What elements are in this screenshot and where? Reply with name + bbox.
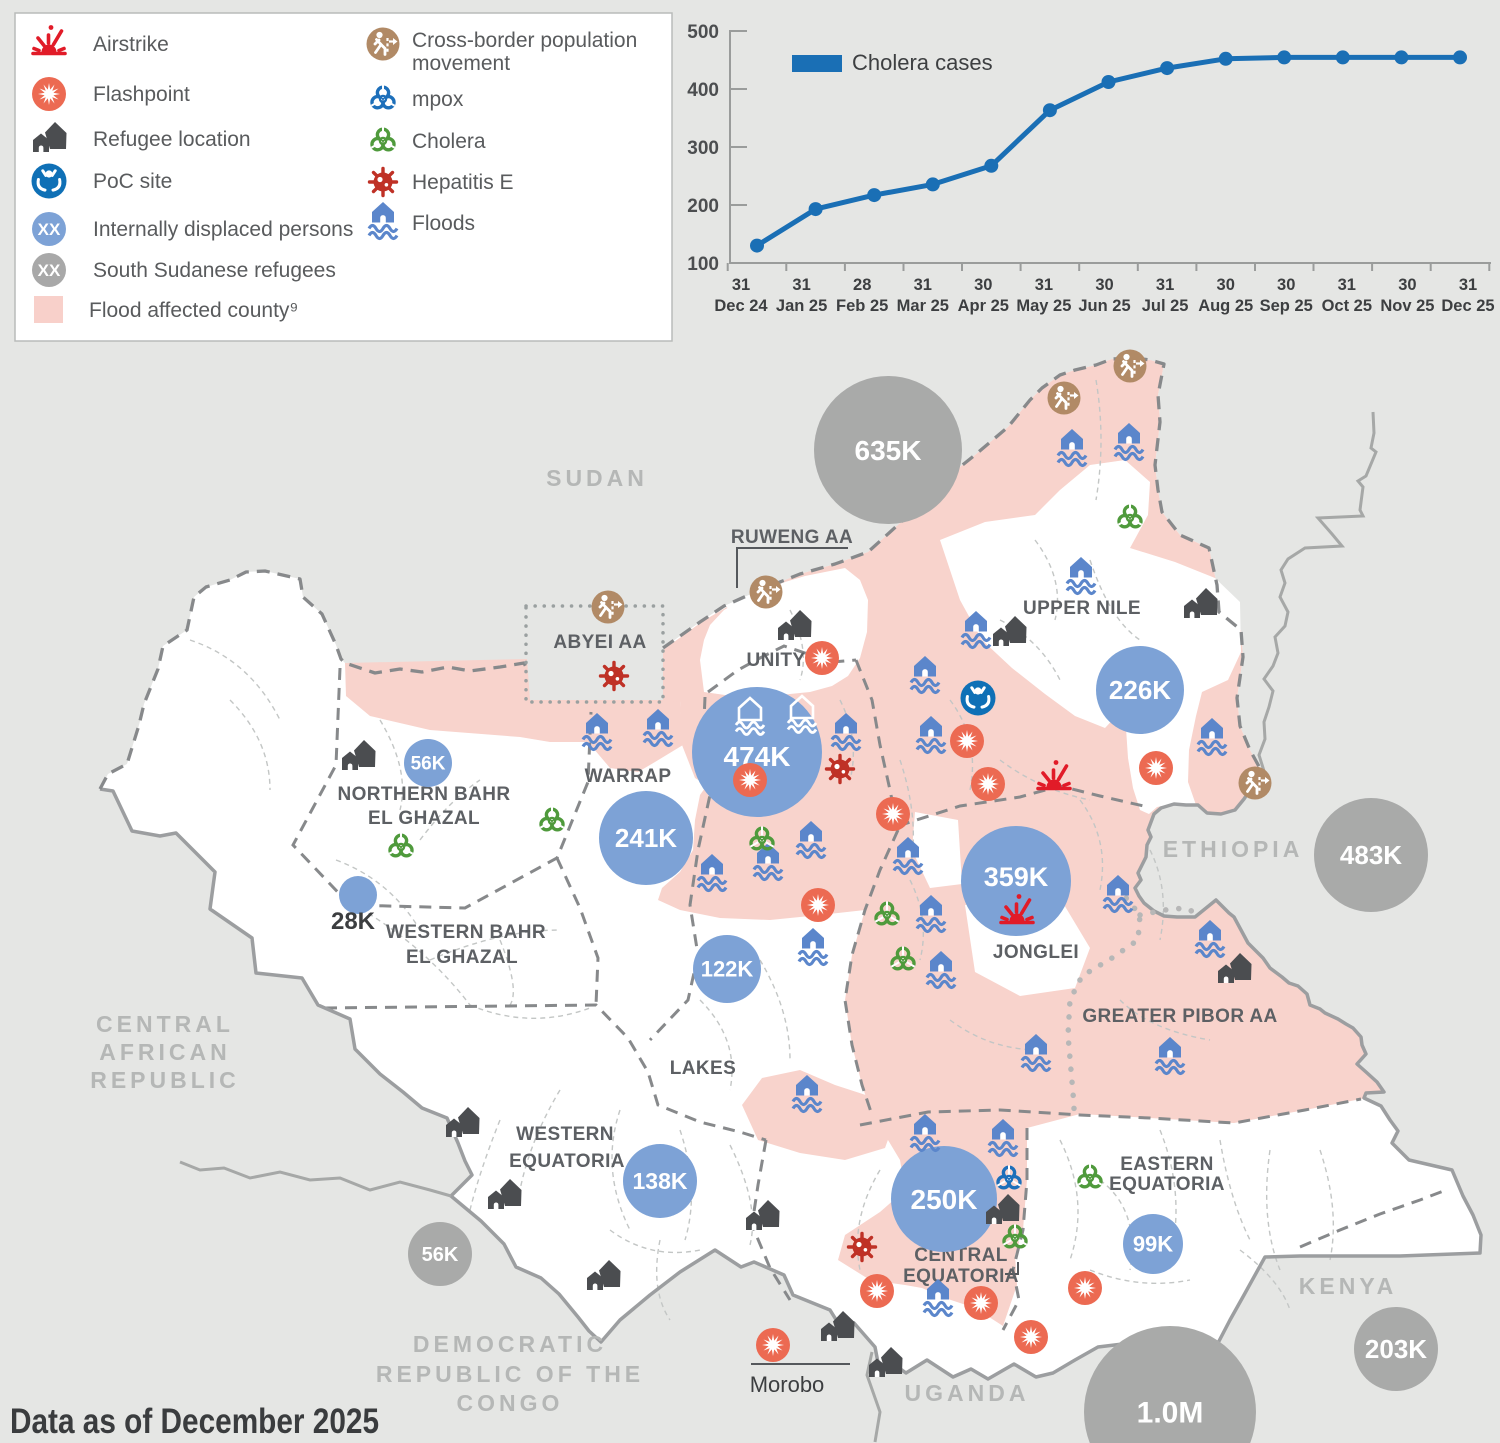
svg-text:250K: 250K [911,1184,978,1215]
svg-text:Mar 25: Mar 25 [897,297,949,315]
svg-text:PoC site: PoC site [93,170,172,193]
svg-text:Refugee location: Refugee location [93,128,251,151]
svg-text:100: 100 [687,254,719,275]
svg-text:Cholera: Cholera [412,130,486,153]
svg-text:300: 300 [687,138,719,159]
svg-text:EQUATORIA: EQUATORIA [903,1266,1019,1287]
svg-text:mpox: mpox [412,88,464,111]
svg-text:EL GHAZAL: EL GHAZAL [368,808,480,829]
svg-text:REPUBLIC: REPUBLIC [90,1067,240,1093]
svg-text:CONGO: CONGO [457,1390,564,1416]
svg-text:122K: 122K [701,957,754,982]
svg-text:Jan 25: Jan 25 [776,297,827,315]
svg-text:Morobo: Morobo [750,1372,825,1397]
svg-text:200: 200 [687,196,719,217]
svg-text:SUDAN: SUDAN [546,465,648,491]
svg-text:203K: 203K [1365,1334,1427,1364]
svg-text:241K: 241K [615,823,677,853]
svg-text:30: 30 [1398,276,1416,294]
svg-text:UNITY: UNITY [747,650,806,671]
svg-text:Cross-border population: Cross-border population [412,29,637,52]
svg-text:XX: XX [38,220,61,239]
svg-text:31: 31 [732,276,750,294]
svg-text:31: 31 [1035,276,1053,294]
svg-text:South Sudanese refugees: South Sudanese refugees [93,259,336,282]
svg-text:KENYA: KENYA [1299,1273,1397,1299]
svg-text:Jun 25: Jun 25 [1078,297,1130,315]
svg-text:Cholera cases: Cholera cases [852,50,993,75]
svg-text:31: 31 [792,276,810,294]
svg-text:DEMOCRATIC: DEMOCRATIC [413,1331,607,1357]
svg-text:AFRICAN: AFRICAN [99,1039,231,1065]
svg-text:Dec 25: Dec 25 [1441,297,1494,315]
svg-text:483K: 483K [1340,840,1402,870]
svg-text:226K: 226K [1109,675,1171,705]
svg-text:ABYEI AA: ABYEI AA [553,632,646,653]
svg-text:30: 30 [1095,276,1113,294]
svg-text:31: 31 [1338,276,1356,294]
svg-text:Feb 25: Feb 25 [836,297,888,315]
svg-text:Internally displaced persons: Internally displaced persons [93,218,353,241]
svg-text:LAKES: LAKES [670,1058,736,1079]
svg-text:WESTERN: WESTERN [516,1124,614,1145]
svg-text:UGANDA: UGANDA [905,1380,1030,1406]
svg-text:Dec 24: Dec 24 [714,297,768,315]
svg-text:28K: 28K [331,908,376,935]
svg-text:Data as of December 2025: Data as of December 2025 [10,1402,379,1441]
svg-text:1.0M: 1.0M [1137,1397,1204,1430]
svg-text:GREATER PIBOR AA: GREATER PIBOR AA [1082,1006,1277,1027]
svg-text:28: 28 [853,276,871,294]
svg-text:30: 30 [974,276,992,294]
svg-text:Hepatitis E: Hepatitis E [412,171,514,194]
svg-text:CENTRAL: CENTRAL [96,1011,234,1037]
svg-text:359K: 359K [984,862,1049,892]
svg-text:400: 400 [687,80,719,101]
svg-text:WESTERN BAHR: WESTERN BAHR [386,922,546,943]
svg-text:Nov 25: Nov 25 [1380,297,1434,315]
svg-text:Airstrike: Airstrike [93,33,169,56]
svg-text:EASTERN: EASTERN [1120,1154,1214,1175]
svg-text:Jul 25: Jul 25 [1142,297,1189,315]
svg-text:635K: 635K [855,435,922,466]
svg-text:Floods: Floods [412,212,475,235]
svg-text:31: 31 [1156,276,1174,294]
svg-text:56K: 56K [422,1244,459,1266]
svg-text:EL GHAZAL: EL GHAZAL [406,947,518,968]
svg-text:31: 31 [1459,276,1477,294]
svg-text:EQUATORIA: EQUATORIA [509,1151,625,1172]
svg-text:Oct 25: Oct 25 [1322,297,1372,315]
svg-text:Sep 25: Sep 25 [1260,297,1313,315]
svg-text:May 25: May 25 [1016,297,1071,315]
svg-text:56K: 56K [411,754,446,775]
svg-text:31: 31 [914,276,932,294]
svg-text:RUWENG AA: RUWENG AA [731,527,853,548]
svg-text:500: 500 [687,22,719,43]
svg-text:Aug 25: Aug 25 [1198,297,1253,315]
svg-text:Flashpoint: Flashpoint [93,83,190,106]
svg-text:NORTHERN BAHR: NORTHERN BAHR [337,784,510,805]
svg-text:REPUBLIC OF THE: REPUBLIC OF THE [376,1361,644,1387]
svg-text:movement: movement [412,52,510,75]
svg-text:JONGLEI: JONGLEI [993,942,1079,963]
svg-text:30: 30 [1277,276,1295,294]
svg-text:Apr 25: Apr 25 [958,297,1009,315]
svg-text:30: 30 [1217,276,1235,294]
svg-text:138K: 138K [633,1168,688,1194]
svg-text:WARRAP: WARRAP [585,766,672,787]
svg-text:EQUATORIA: EQUATORIA [1109,1174,1225,1195]
svg-text:99K: 99K [1133,1232,1173,1257]
svg-text:UPPER NILE: UPPER NILE [1023,598,1141,619]
svg-text:XX: XX [38,261,61,280]
svg-text:ETHIOPIA: ETHIOPIA [1163,836,1304,862]
svg-text:Flood affected county⁹: Flood affected county⁹ [89,299,298,322]
